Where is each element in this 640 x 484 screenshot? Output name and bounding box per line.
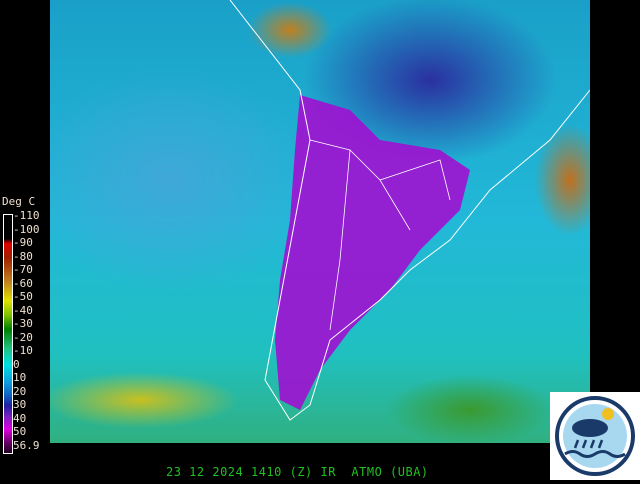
legend-tick: 30	[13, 398, 27, 411]
legend-tick: 40	[13, 411, 27, 425]
legend-tick: -90	[13, 236, 33, 249]
color-scale-bar	[3, 214, 13, 454]
atmo-logo	[550, 392, 640, 480]
legend-tick: -50	[13, 290, 33, 303]
legend-tick: 0	[13, 357, 20, 371]
legend-title: Deg C	[2, 195, 36, 208]
color-scale-legend	[0, 196, 50, 466]
legend-tick: -10	[13, 344, 33, 357]
satellite-ir-image	[50, 0, 590, 443]
legend-tick: 56.9	[13, 438, 40, 452]
legend-tick: 50	[13, 425, 27, 438]
legend-tick: 10	[13, 371, 27, 384]
legend-tick: -80	[13, 249, 33, 263]
wave-icon	[564, 450, 626, 458]
legend-tick: -100	[13, 222, 40, 236]
legend-tick: -40	[13, 303, 33, 317]
continent-outline	[229, 0, 590, 421]
cold-cloud-region	[275, 95, 470, 410]
legend-tick: -70	[13, 263, 33, 276]
legend-tick: -60	[13, 276, 33, 290]
rain-icon	[573, 439, 604, 449]
image-caption: 23 12 2024 1410 (Z) IR ATMO (UBA)	[166, 465, 429, 479]
continent-overlay	[229, 0, 590, 421]
cloud-icon	[572, 419, 608, 437]
legend-tick: 20	[13, 384, 27, 398]
legend-tick: -20	[13, 330, 33, 344]
legend-tick: -110	[13, 209, 40, 222]
border-lines	[309, 139, 451, 331]
legend-tick: -30	[13, 317, 33, 330]
sun-icon	[602, 408, 614, 420]
